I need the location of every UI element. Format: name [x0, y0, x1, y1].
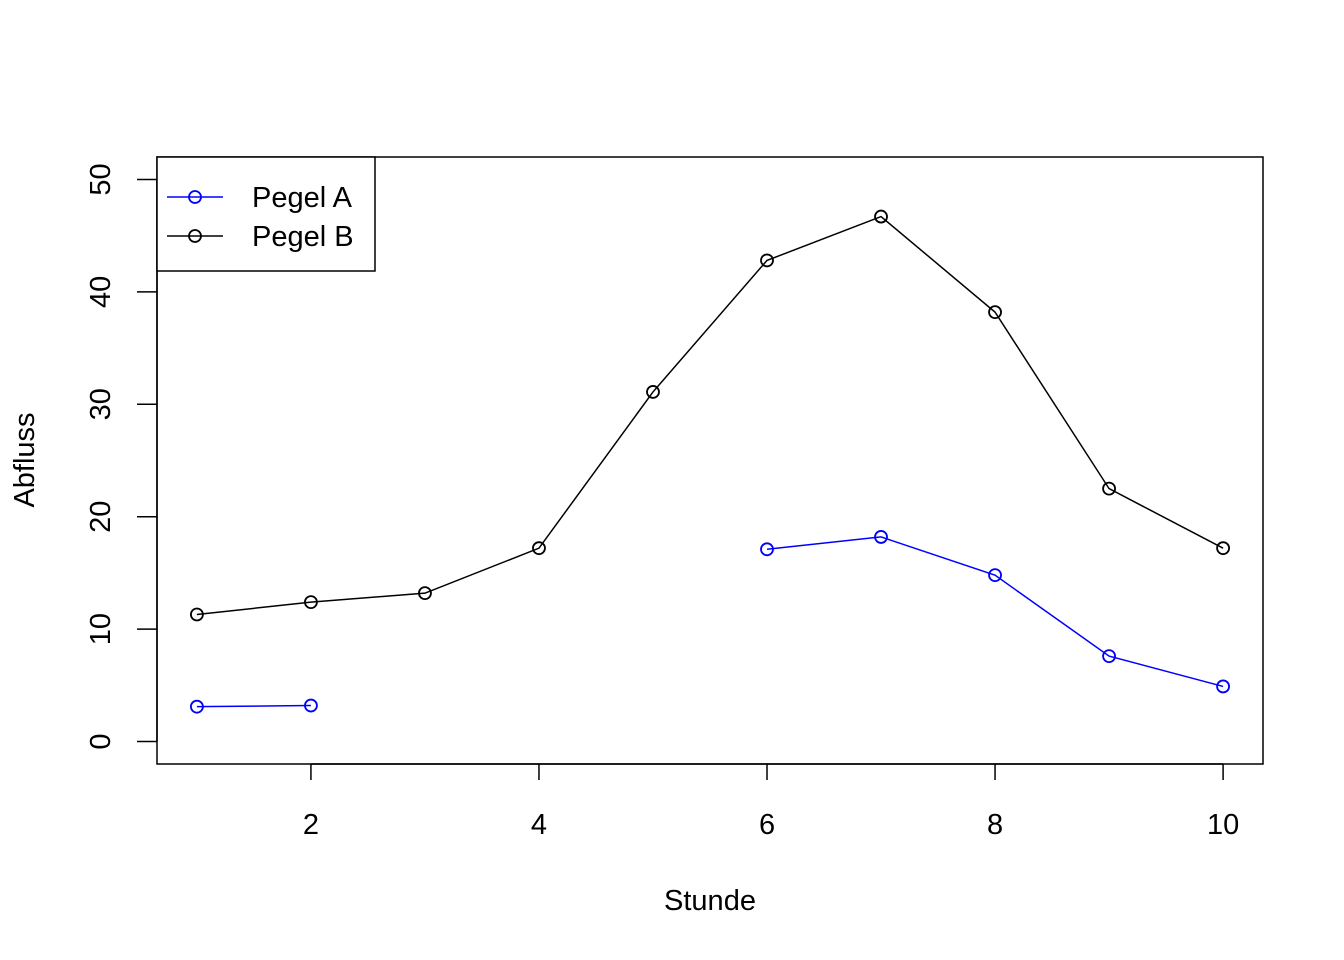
series-line-pegel-a	[766, 536, 1224, 688]
x-axis-label: Stunde	[664, 885, 756, 917]
x-tick-label: 2	[303, 809, 319, 841]
series-layer	[190, 209, 1230, 714]
y-tick-label: 50	[85, 163, 117, 195]
legend-label-pegel-b: Pegel B	[252, 221, 354, 253]
series-line-pegel-b	[196, 215, 1224, 616]
data-point-pegel-b	[190, 607, 204, 622]
y-tick-label: 30	[85, 388, 117, 420]
x-axis: 2 4 6 8 10	[303, 763, 1239, 841]
data-point-pegel-a	[988, 568, 1002, 583]
y-axis: 0 10 20 30 40 50	[85, 163, 158, 750]
data-point-pegel-a	[304, 698, 318, 713]
data-point-pegel-b	[1216, 541, 1230, 556]
x-tick-label: 6	[759, 809, 775, 841]
y-tick-label: 0	[85, 733, 117, 749]
data-point-pegel-a	[874, 530, 888, 544]
data-point-pegel-b	[304, 595, 318, 610]
x-tick-label: 4	[531, 809, 547, 841]
data-point-pegel-a	[760, 542, 774, 557]
data-point-pegel-b	[532, 541, 546, 556]
data-point-pegel-b	[988, 305, 1002, 320]
y-tick-label: 40	[85, 276, 117, 308]
data-point-pegel-a	[190, 699, 204, 714]
x-tick-label: 8	[987, 809, 1003, 841]
y-tick-label: 20	[85, 501, 117, 533]
legend-box	[156, 156, 376, 272]
legend-label-pegel-a: Pegel A	[252, 182, 353, 214]
y-axis-label: Abfluss	[9, 412, 41, 507]
data-point-pegel-b	[418, 586, 432, 601]
y-tick-label: 10	[85, 613, 117, 645]
data-point-pegel-a	[1216, 679, 1230, 694]
data-point-pegel-a	[1102, 649, 1116, 663]
legend-marker-pegel-b	[188, 229, 202, 243]
legend-marker-pegel-a	[188, 190, 202, 204]
data-point-pegel-b	[760, 253, 774, 268]
legend: Pegel A Pegel B	[156, 156, 376, 272]
series-line-pegel-a	[196, 704, 311, 708]
data-point-pegel-b	[874, 209, 888, 224]
data-point-pegel-b	[1102, 481, 1116, 496]
data-point-pegel-b	[646, 385, 660, 399]
x-tick-label: 10	[1207, 809, 1239, 841]
